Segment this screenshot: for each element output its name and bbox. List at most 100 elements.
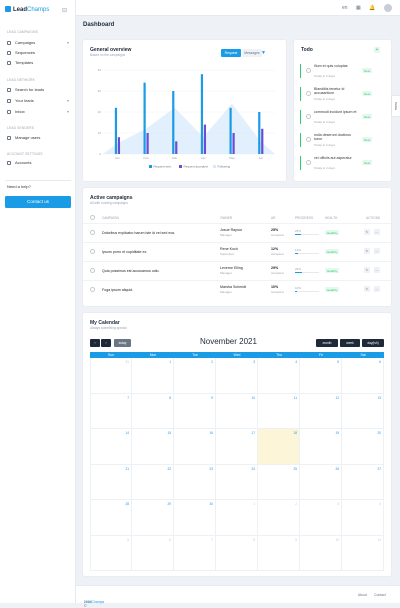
calendar-day-cell[interactable]: 29 — [132, 500, 174, 536]
calendar-next-button[interactable]: › — [101, 339, 111, 347]
todo-checkbox[interactable] — [306, 114, 311, 119]
edit-icon[interactable]: ✎ — [364, 286, 370, 292]
calendar-day-cell[interactable]: 12 — [300, 393, 342, 429]
todo-checkbox[interactable] — [306, 91, 311, 96]
select-all-checkbox[interactable] — [90, 215, 95, 220]
sidebar-item-your-leads[interactable]: Your leads ▾ — [7, 97, 69, 104]
calendar-day-cell[interactable]: 20 — [342, 429, 384, 465]
more-icon[interactable]: ⋯ — [374, 248, 380, 254]
calendar-day-cell[interactable]: 15 — [132, 429, 174, 465]
toggle-messages[interactable]: Messages — [242, 49, 262, 57]
calendar-day-cell[interactable]: 6 — [342, 358, 384, 394]
edit-icon[interactable]: ✎ — [364, 229, 370, 235]
edit-icon[interactable]: ✎ — [364, 248, 370, 254]
calendar-day-cell[interactable]: 8 — [132, 393, 174, 429]
more-icon[interactable]: ⋯ — [374, 286, 380, 292]
calendar-day-cell[interactable]: 24 — [216, 464, 258, 500]
calendar-day-cell[interactable]: 14 — [90, 429, 132, 465]
edit-icon[interactable]: ✎ — [364, 267, 370, 273]
calendar-day-cell[interactable]: 1 — [216, 500, 258, 536]
calendar-day-cell[interactable]: 3 — [216, 358, 258, 394]
sidebar-item-manage-users[interactable]: Manage users — [7, 134, 69, 141]
calendar-day-cell[interactable]: 11 — [342, 535, 384, 571]
campaign-name[interactable]: Fuga ipsum aliquid. — [102, 288, 134, 292]
calendar-prev-button[interactable]: ‹ — [90, 339, 100, 347]
campaign-name[interactable]: Doloribus explicabo harum iste id vel se… — [102, 231, 176, 235]
calendar-day-cell[interactable]: 8 — [216, 535, 258, 571]
todo-item[interactable]: Blanditiis tenetur id accusantium Today i… — [300, 85, 376, 105]
todo-checkbox[interactable] — [306, 137, 311, 142]
calendar-day-cell[interactable]: 23 — [174, 464, 216, 500]
calendar-day-cell[interactable]: 7 — [174, 535, 216, 571]
calendar-day-cell[interactable]: 2 — [174, 358, 216, 394]
campaign-name[interactable]: Ipsum porro et cupiditate ex. — [102, 250, 148, 254]
calendar-day-cell[interactable]: 4 — [258, 358, 300, 394]
todo-item[interactable]: commodi incidunt ipsum et Today in 2 days… — [300, 108, 376, 128]
row-checkbox[interactable] — [90, 287, 95, 292]
add-todo-button[interactable]: + — [374, 47, 380, 53]
todos-side-tab[interactable]: Todos — [392, 96, 400, 116]
calendar-day-cell[interactable]: 2 — [258, 500, 300, 536]
calendar-day-cell[interactable]: 13 — [342, 393, 384, 429]
grid-icon[interactable]: ▦ — [356, 5, 361, 11]
todo-item[interactable]: nulla deserunt doctinus tueur Today in 2 … — [300, 131, 376, 151]
calendar-view-month[interactable]: month — [316, 339, 338, 347]
calendar-day-cell[interactable]: 22 — [132, 464, 174, 500]
sidebar-item-accounts[interactable]: Accounts — [7, 159, 69, 166]
calendar-day-cell[interactable]: 18 — [258, 429, 300, 465]
logo[interactable]: LeadChamps — [5, 6, 49, 13]
footer-brand-link[interactable]: LeadChamps — [84, 600, 105, 604]
calendar-day-cell[interactable]: 17 — [216, 429, 258, 465]
table-row[interactable]: Quia possimus est accusamus odio. Leverne… — [83, 261, 391, 279]
calendar-day-cell[interactable]: 31 — [90, 358, 132, 394]
todo-item[interactable]: vel officiis aut asperatur Today in 2 day… — [300, 154, 376, 174]
row-checkbox[interactable] — [90, 268, 95, 273]
help-link[interactable]: Need a help? — [7, 184, 31, 189]
bell-icon[interactable]: 🔔 — [369, 5, 376, 11]
calendar-day-cell[interactable]: 10 — [300, 535, 342, 571]
collapse-sidebar-button[interactable]: ⊟ — [62, 8, 68, 14]
calendar-day-cell[interactable]: 9 — [174, 393, 216, 429]
calendar-view-week[interactable]: week — [340, 339, 360, 347]
calendar-day-cell[interactable]: 27 — [342, 464, 384, 500]
calendar-view-day[interactable]: day(ish) — [362, 339, 384, 347]
table-row[interactable]: Doloribus explicabo harum iste id vel se… — [83, 223, 391, 241]
calendar-day-cell[interactable]: 3 — [300, 500, 342, 536]
calendar-day-cell[interactable]: 28 — [90, 500, 132, 536]
sidebar-item-search-leads[interactable]: Search for leads — [7, 86, 69, 93]
calendar-day-cell[interactable]: 30 — [174, 500, 216, 536]
toggle-request[interactable]: Request — [221, 49, 241, 57]
sidebar-item-sequences[interactable]: Sequences — [7, 49, 69, 56]
language-selector[interactable]: en — [342, 5, 348, 11]
table-row[interactable]: Ipsum porro et cupiditate ex. Rene Koch Su… — [83, 242, 391, 260]
calendar-day-cell[interactable]: 5 — [300, 358, 342, 394]
footer-contact-link[interactable]: Contact — [374, 593, 386, 597]
calendar-day-cell[interactable]: 10 — [216, 393, 258, 429]
row-checkbox[interactable] — [90, 230, 95, 235]
calendar-day-cell[interactable]: 6 — [132, 535, 174, 571]
avatar[interactable] — [384, 4, 392, 12]
calendar-day-cell[interactable]: 21 — [90, 464, 132, 500]
calendar-day-cell[interactable]: 4 — [342, 500, 384, 536]
sidebar-item-templates[interactable]: Templates — [7, 59, 69, 66]
todo-checkbox[interactable] — [306, 160, 311, 165]
calendar-day-cell[interactable]: 11 — [258, 393, 300, 429]
calendar-today-button[interactable]: today — [114, 339, 131, 347]
calendar-day-cell[interactable]: 1 — [132, 358, 174, 394]
sidebar-item-inbox[interactable]: Inbox ▾ — [7, 108, 69, 115]
sidebar-item-campaigns[interactable]: Campaigns ▾ — [7, 39, 69, 46]
calendar-day-cell[interactable]: 25 — [258, 464, 300, 500]
todo-item[interactable]: Illum et quis voluptas Today in 2 days New — [300, 62, 376, 82]
filter-icon[interactable]: ▼ — [261, 50, 266, 56]
footer-about-link[interactable]: About — [358, 593, 367, 597]
campaign-name[interactable]: Quia possimus est accusamus odio. — [102, 269, 160, 273]
table-row[interactable]: Fuga ipsum aliquid. Marsha Schmidt Manager… — [83, 280, 391, 298]
calendar-day-cell[interactable]: 5 — [90, 535, 132, 571]
calendar-day-cell[interactable]: 9 — [258, 535, 300, 571]
more-icon[interactable]: ⋯ — [374, 267, 380, 273]
calendar-day-cell[interactable]: 26 — [300, 464, 342, 500]
calendar-day-cell[interactable]: 16 — [174, 429, 216, 465]
contact-us-button[interactable]: Contact us — [5, 196, 71, 208]
todo-checkbox[interactable] — [306, 68, 311, 73]
row-checkbox[interactable] — [90, 249, 95, 254]
